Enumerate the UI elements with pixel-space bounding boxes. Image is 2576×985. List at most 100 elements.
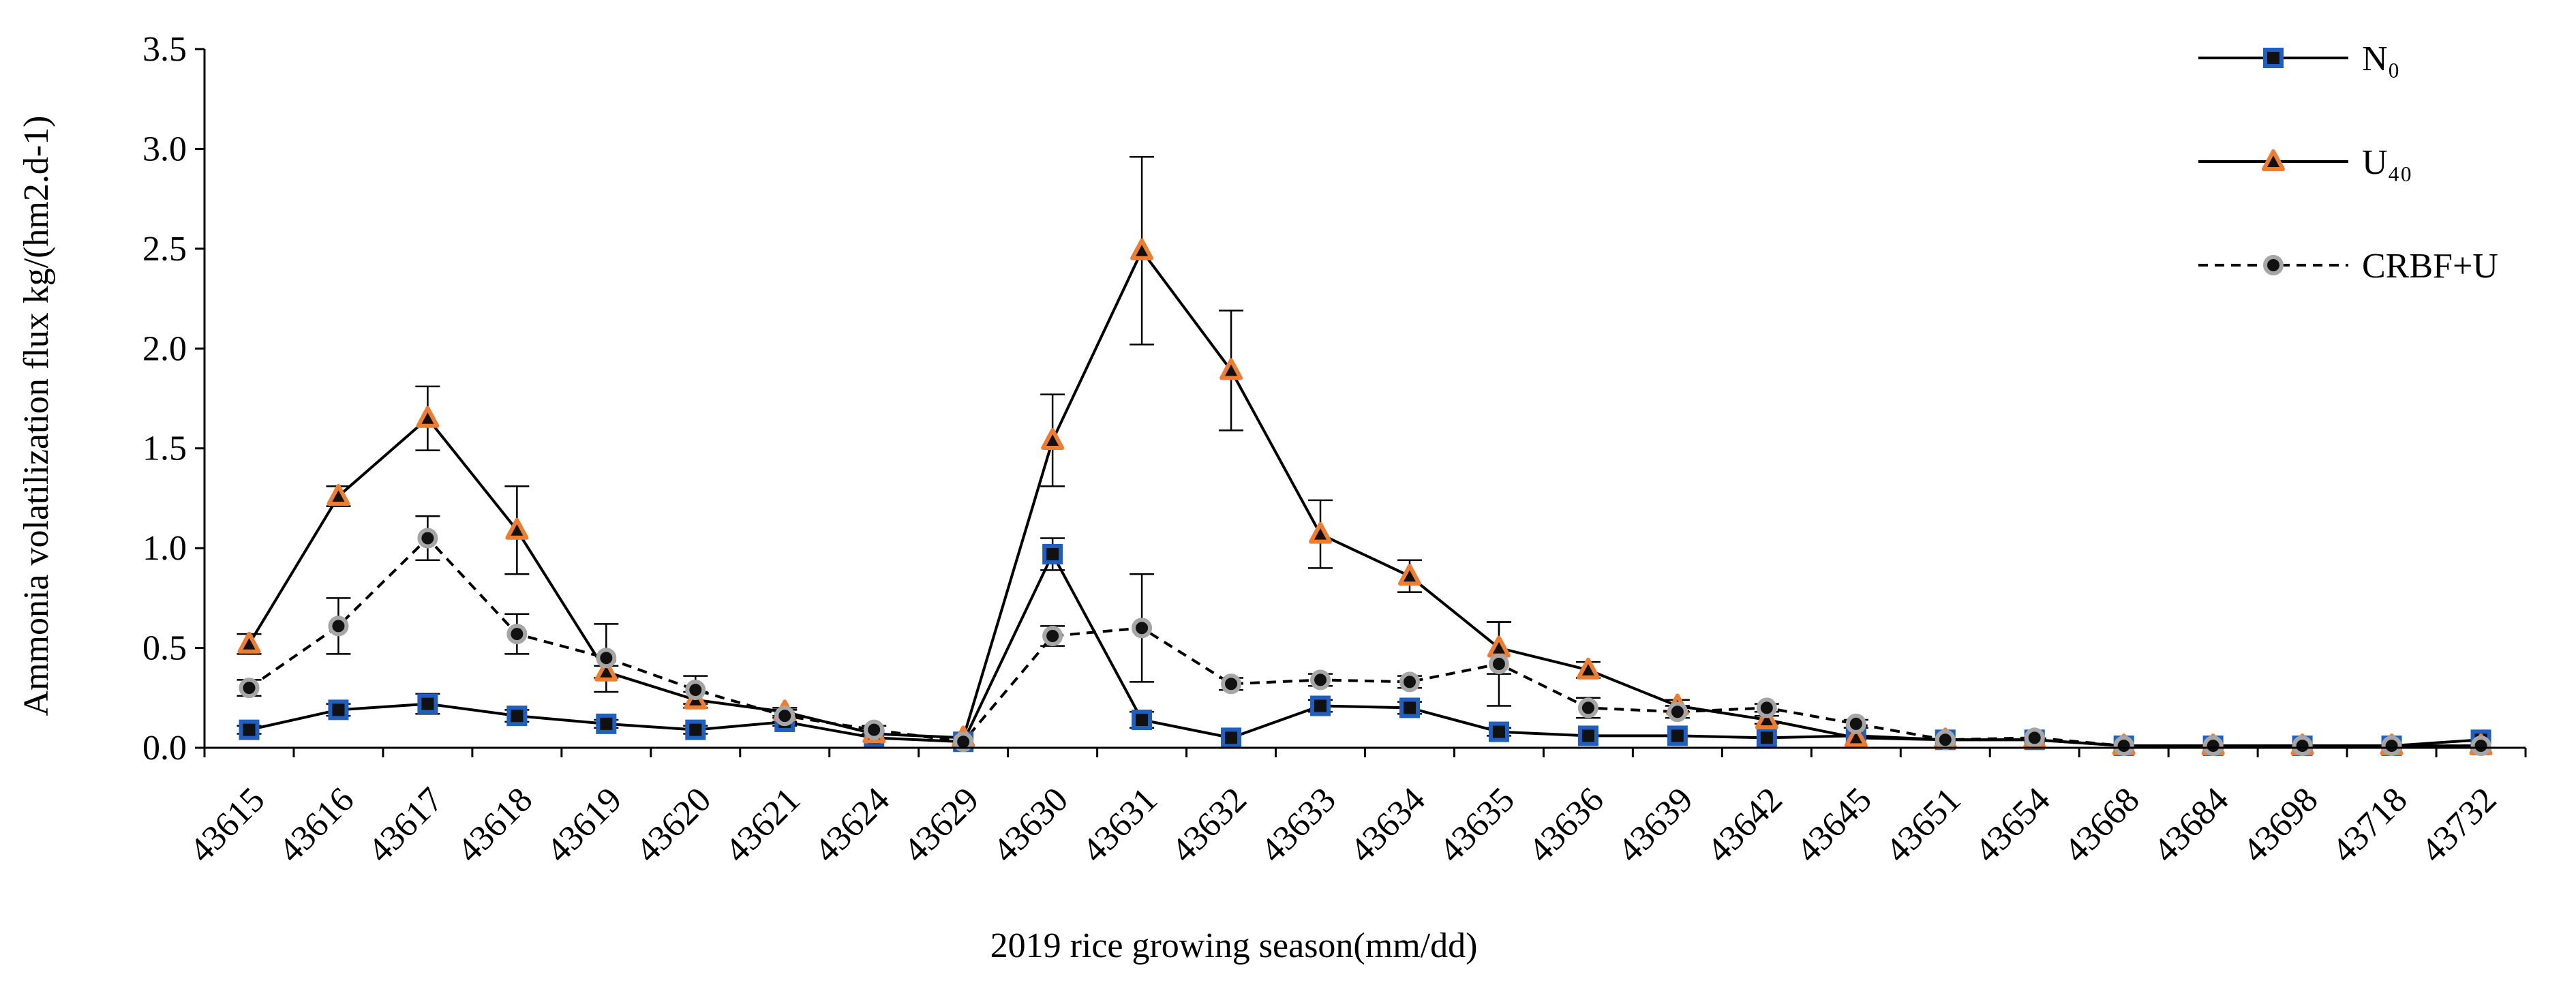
n0-marker [1488,721,1509,742]
y-tick-labels: 0.0 0.5 1.0 1.5 2.0 2.5 3.0 3.5 [142,30,187,768]
y-tick-label: 2.0 [142,329,187,368]
n0-marker [328,699,349,721]
crbf-u-marker [328,616,349,637]
crbf-u-line [248,536,2481,748]
crbf-u-marker [1132,618,1153,639]
x-tick-label: 43639 [1611,781,1701,870]
crbf-u-marker [1310,669,1331,691]
x-tick-label: 43642 [1699,781,1789,870]
crbf-u-marker [1221,673,1242,695]
y-tick-label: 3.5 [142,30,187,69]
x-tick-label: 43636 [1521,781,1611,870]
crbf-u-marker [1488,654,1509,674]
axes-layer [195,48,2527,757]
n0-marker [417,693,438,714]
x-tick-label: 43645 [1789,781,1879,870]
u40-marker [1755,708,1778,729]
legend-n0-marker [2263,48,2284,68]
u40-marker [1309,521,1333,544]
y-tick-label: 0.0 [142,729,187,768]
crbf-u-marker [774,706,795,727]
x-tick-label: 43630 [986,781,1076,870]
crbf-u-marker [1042,626,1063,646]
x-tick-label: 43624 [807,781,897,870]
x-tick-label: 43684 [2146,781,2236,870]
u40-marker [1576,657,1600,680]
u40-marker [1487,635,1511,658]
x-tick-label: 43635 [1432,781,1522,870]
u40-line [247,249,2481,748]
n0-marker [685,719,706,740]
n0-marker [1132,710,1153,730]
crbf-u-marker [1756,697,1777,718]
n0-marker [1667,725,1688,746]
legend-n0-label: N₀ [2362,40,2400,78]
crbf-u-marker [2113,736,2134,757]
y-tick-label: 3.0 [142,130,187,168]
crbf-u-marker [1399,671,1420,693]
y-tick-label: 1.5 [142,429,187,468]
legend-u40-label: U₄₀ [2362,143,2412,182]
x-tick-label: 43631 [1075,781,1165,870]
crbf-u-marker [417,528,438,549]
x-tick-label: 43621 [718,781,808,870]
y-axis-title: Ammonia volatilization flux kg/(hm2.d-1) [17,116,56,716]
x-tick-label: 43619 [539,781,629,870]
x-tick-label: 43618 [450,781,540,870]
x-tick-label: 43651 [1878,781,1968,870]
crbf-u-marker [1935,729,1956,751]
crbf-u-marker [2470,736,2491,757]
crbf-u-marker [2381,736,2402,757]
crbf-u-marker [685,680,706,701]
u40-marker [237,631,261,654]
n0-marker [1756,727,1777,748]
crbf-u-marker [2202,736,2224,757]
legend: N₀ U₄₀ CRBF+U [2198,40,2498,286]
u40-marker [505,517,529,540]
x-tick-label: 43633 [1254,781,1344,870]
crbf-u-marker [2024,727,2045,748]
crbf-u-marker [1577,697,1598,718]
x-tick-label: 43718 [2324,781,2414,870]
crbf-u-marker [864,719,885,740]
y-tick-label: 0.5 [142,629,187,668]
y-tick-label: 2.5 [142,230,187,269]
x-tick-label: 43698 [2235,781,2325,870]
crbf-u-marker [1667,701,1688,723]
x-tick-label: 43668 [2057,781,2147,870]
crbf-u-marker [239,678,260,699]
n0-marker [239,719,260,740]
x-tick-label: 43629 [896,781,986,870]
u40-marker [1041,428,1065,450]
n0-marker [1042,543,1063,564]
x-tick-label: 43620 [628,781,718,870]
u40-marker [1844,725,1868,748]
x-tick-label: 43617 [361,781,451,870]
x-tick-label: 43616 [271,781,361,870]
x-tick-label: 43615 [182,781,272,870]
crbf-u-marker [953,731,974,753]
u40-marker [594,659,618,682]
x-tick-label: 43632 [1164,781,1254,870]
u40-marker [1397,564,1421,586]
n0-marker [1399,697,1420,718]
crbf-u-marker [2292,736,2313,757]
u40-marker [1130,238,1154,260]
crbf-u-marker [506,624,528,645]
series-lines-layer [247,249,2481,748]
y-tick-label: 1.0 [142,529,187,568]
legend-u40-marker [2262,149,2285,171]
n0-line [249,552,2481,748]
n0-marker [1221,727,1242,748]
crbf-u-marker [1845,713,1866,734]
u40-marker [327,484,350,506]
markers-layer [237,238,2493,757]
legend-crbf-u-label: CRBF+U [2362,247,2498,286]
u40-marker [1219,358,1243,380]
x-tick-label: 43634 [1343,781,1433,870]
n0-marker [596,713,617,734]
n0-marker [1577,725,1598,746]
x-axis-title: 2019 rice growing season(mm/dd) [990,926,1478,965]
